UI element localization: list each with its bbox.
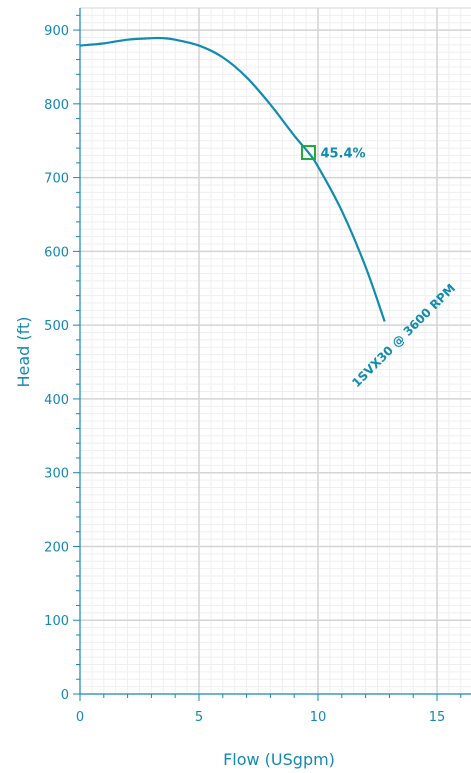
axes (79, 8, 471, 695)
x-tick-label: 15 (429, 710, 446, 725)
y-tick-label: 800 (44, 98, 69, 113)
y-tick-label: 100 (44, 614, 69, 629)
x-tick-label: 5 (195, 710, 203, 725)
annotation-layer: 45.4% (300, 145, 366, 162)
efficiency-marker (300, 145, 316, 161)
y-tick-label: 500 (44, 319, 69, 334)
y-tick-label: 700 (44, 172, 69, 187)
y-tick-label: 200 (44, 540, 69, 555)
major-grid (80, 7, 471, 694)
axis-ticks: 0 5 10 15 0 100 200 300 400 500 600 700 800 900 (44, 14, 462, 725)
x-tick-label: 10 (310, 710, 327, 725)
y-tick-label: 900 (44, 24, 69, 39)
x-tick-label: 0 (76, 710, 84, 725)
efficiency-marker-label: 45.4% (320, 147, 365, 162)
y-tick-label: 300 (44, 467, 69, 482)
y-axis-title: Head (ft) (14, 316, 33, 387)
x-axis-title: Flow (USgpm) (223, 750, 335, 769)
minor-grid (80, 7, 471, 694)
y-tick-label: 400 (44, 393, 69, 408)
y-tick-label: 0 (61, 688, 69, 703)
series-layer (79, 36, 386, 322)
y-tick-label: 600 (44, 245, 69, 260)
series-line (79, 36, 386, 322)
